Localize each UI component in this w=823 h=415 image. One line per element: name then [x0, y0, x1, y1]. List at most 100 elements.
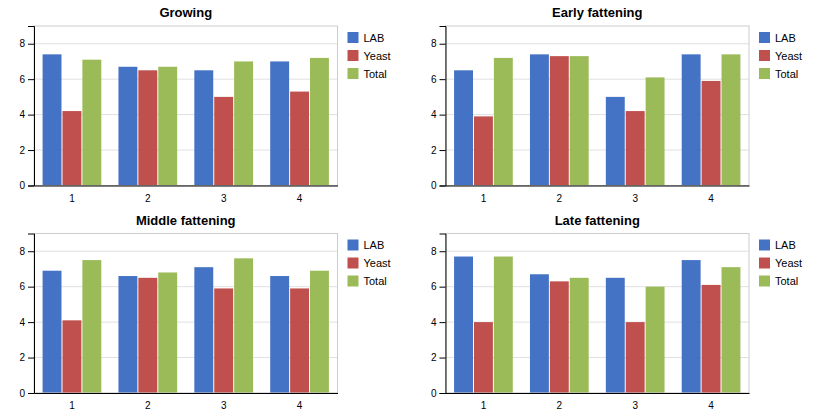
bar: [82, 60, 101, 186]
legend: LABYeastTotal: [759, 239, 802, 287]
tick-label: 8: [19, 38, 25, 49]
bar: [606, 97, 625, 186]
tick: 2: [431, 352, 446, 363]
legend-item: Total: [348, 68, 387, 80]
tick: 4: [708, 400, 714, 411]
tick-mark: [440, 186, 446, 187]
tick-label: 2: [145, 193, 151, 204]
tick-mark: [440, 115, 446, 116]
panel: 123402468GrowingLABYeastTotal: [19, 5, 390, 204]
tick-mark: [28, 393, 34, 394]
tick-label: 2: [431, 352, 437, 363]
grid-line: [34, 251, 338, 252]
bar: [214, 97, 233, 186]
tick-label: 3: [221, 193, 227, 204]
bar: [646, 77, 665, 185]
axis-line: [35, 186, 339, 187]
bar: [702, 285, 721, 393]
bar: [570, 278, 589, 393]
tick-mark: [28, 322, 34, 323]
tick-label: 4: [19, 109, 25, 120]
tick-label: 4: [708, 193, 714, 204]
tick-label: 2: [557, 400, 563, 411]
tick: 8: [431, 246, 446, 257]
bar: [474, 322, 493, 393]
legend-label: Yeast: [775, 257, 802, 269]
tick-label: 4: [297, 400, 303, 411]
tick-mark: [440, 393, 446, 394]
tick: 2: [557, 400, 563, 411]
grid-line: [446, 43, 750, 44]
tick-mark: [440, 358, 446, 359]
tick-label: 0: [19, 180, 25, 191]
title: Late fattening: [555, 213, 640, 228]
tick-label: 6: [19, 281, 25, 292]
axis-line: [440, 234, 447, 394]
tick-label: 8: [431, 38, 437, 49]
tick-mark: [440, 322, 446, 323]
bars: [43, 54, 329, 185]
tick: 2: [145, 193, 151, 204]
tick-mark: [440, 251, 446, 252]
tick: 4: [297, 400, 303, 411]
bar: [43, 271, 62, 393]
bar: [234, 61, 253, 185]
tick: 1: [69, 400, 75, 411]
title: Middle fattening: [136, 213, 236, 228]
bar: [118, 276, 137, 393]
tick-label: 6: [431, 74, 437, 85]
tick-label: 0: [431, 180, 437, 191]
tick-mark: [28, 358, 34, 359]
grid-line: [34, 79, 338, 80]
tick: 2: [19, 145, 34, 156]
tick: 1: [481, 193, 487, 204]
tick-mark: [28, 44, 34, 45]
legend-swatch: [759, 32, 770, 43]
legend-item: LAB: [348, 32, 385, 44]
tick-label: 4: [431, 109, 437, 120]
bar: [310, 58, 329, 186]
axis-line: [446, 186, 750, 187]
tick-mark: [28, 150, 34, 151]
bar: [722, 54, 741, 185]
legend-item: Yeast: [348, 257, 391, 269]
tick: 1: [481, 400, 487, 411]
title: Early fattening: [552, 5, 642, 20]
figure: 123402468GrowingLABYeastTotal123402468Ea…: [0, 0, 823, 415]
legend-label: LAB: [775, 32, 796, 44]
axis-line: [440, 27, 447, 187]
tick-label: 6: [431, 281, 437, 292]
bar: [62, 320, 81, 393]
legend-item: Yeast: [759, 257, 802, 269]
bars: [454, 54, 740, 185]
legend-item: Yeast: [348, 50, 391, 62]
legend-label: Total: [775, 275, 798, 287]
tick: 8: [19, 38, 34, 49]
bar: [82, 260, 101, 393]
tick-label: 4: [19, 317, 25, 328]
grid: [34, 44, 338, 186]
grid: [34, 251, 338, 393]
tick: 2: [431, 145, 446, 156]
plot-frame: [446, 234, 750, 394]
legend-label: Total: [364, 275, 387, 287]
legend-label: Yeast: [775, 50, 802, 62]
tick: 6: [19, 281, 34, 292]
bar: [118, 67, 137, 186]
tick: 3: [221, 400, 227, 411]
tick-mark: [28, 115, 34, 116]
legend: LAB Yeast Total: [348, 32, 391, 80]
bar: [702, 81, 721, 186]
bar: [158, 272, 177, 393]
tick-label: 4: [297, 193, 303, 204]
axis-line: [446, 393, 750, 394]
bar: [270, 61, 289, 185]
bar: [138, 70, 157, 185]
tick: 2: [557, 193, 563, 204]
bar: [310, 271, 329, 393]
tick-label: 1: [481, 193, 487, 204]
legend-swatch: [759, 276, 770, 287]
tick-label: 0: [431, 388, 437, 399]
tick-label: 8: [431, 246, 437, 257]
tick-label: 2: [145, 400, 151, 411]
